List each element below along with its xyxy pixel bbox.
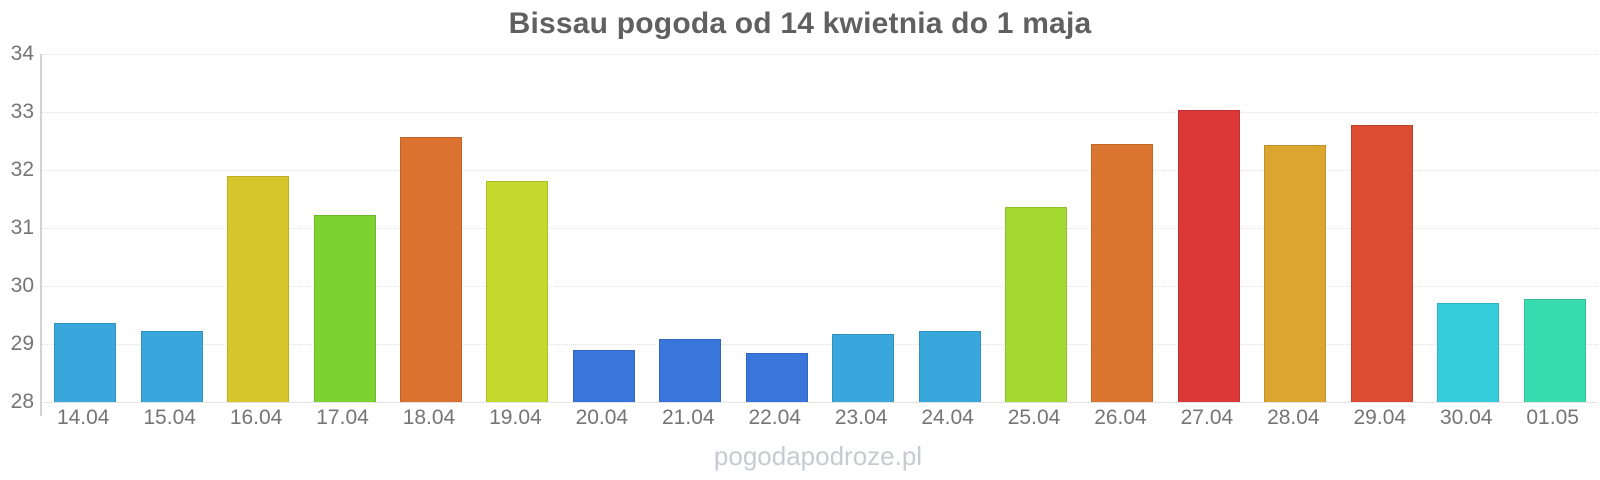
bar-27.04[interactable] [1177,109,1240,402]
bar-cell-23.04 [820,54,906,402]
bar-cell-26.04 [1079,54,1165,402]
plot-area [40,54,1598,416]
x-tick-label-17.04: 17.04 [316,406,369,429]
x-tick-label-29.04: 29.04 [1353,406,1407,429]
bar-cell-20.04 [561,54,647,402]
x-axis-labels: 14.04 15.04 16.04 17.04 18.04 19.04 20.04 21.04… [40,406,1596,430]
x-tick-label-15.04: 15.04 [143,406,196,429]
bar-cell-18.04 [388,54,474,402]
x-tick-label-23.04: 23.04 [834,406,888,429]
bar-cell-16.04 [215,54,301,402]
y-tick-label-32: 32 [10,158,34,181]
bars-container [42,54,1598,402]
bar-29.04[interactable] [1350,125,1413,402]
bar-22.04[interactable] [745,353,808,402]
bar-17.04[interactable] [313,215,376,402]
bar-01.05[interactable] [1523,298,1586,402]
x-tick-label-14.04: 14.04 [56,406,110,429]
gridline-32 [42,170,1598,171]
bar-21.04[interactable] [659,339,722,402]
x-tick-label-01.05: 01.05 [1526,406,1579,429]
bar-cell-30.04 [1425,54,1511,402]
bar-30.04[interactable] [1437,303,1500,402]
bar-cell-14.04 [42,54,128,402]
y-tick-label-30: 30 [10,274,34,297]
x-tick-label-24.04: 24.04 [921,406,974,429]
x-tick-label-21.04: 21.04 [662,406,715,429]
bar-cell-28.04 [1252,54,1338,402]
bar-cell-15.04 [128,54,214,402]
watermark: pogodapodroze.pl [713,441,923,471]
gridline-34 [42,54,1598,55]
bar-cell-19.04 [474,54,560,402]
gridline-30 [42,286,1598,287]
x-tick-label-27.04: 27.04 [1180,406,1234,429]
x-tick-label-18.04: 18.04 [402,406,456,429]
x-tick-label-26.04: 26.04 [1094,406,1147,429]
bar-25.04[interactable] [1005,207,1068,402]
bar-cell-24.04 [906,54,992,402]
y-axis-tick [40,402,42,416]
gridline-29 [42,344,1598,345]
bar-18.04[interactable] [399,136,462,402]
x-tick-label-30.04: 30.04 [1439,406,1493,429]
bar-23.04[interactable] [832,333,895,402]
bar-19.04[interactable] [486,181,549,402]
bar-24.04[interactable] [918,330,981,402]
bar-20.04[interactable] [572,349,635,402]
bar-15.04[interactable] [140,331,203,402]
bar-cell-25.04 [993,54,1079,402]
x-tick-label-22.04: 22.04 [748,406,801,429]
gridline-33 [42,112,1598,113]
y-tick-label-29: 29 [10,332,34,355]
y-tick-label-31: 31 [10,216,34,239]
x-tick-label-28.04: 28.04 [1267,406,1320,429]
bar-cell-21.04 [647,54,733,402]
bar-14.04[interactable] [54,322,117,402]
x-tick-label-20.04: 20.04 [575,406,629,429]
y-tick-label-33: 33 [10,100,34,123]
x-tick-label-16.04: 16.04 [229,406,283,429]
chart-title: Bissau pogoda od 14 kwietnia do 1 maja [508,7,1092,40]
bar-28.04[interactable] [1264,145,1327,402]
x-tick-label-25.04: 25.04 [1007,406,1061,429]
y-tick-label-28: 28 [10,390,34,413]
bar-cell-22.04 [734,54,820,402]
x-tick-label-19.04: 19.04 [489,406,542,429]
bar-cell-01.05 [1511,54,1597,402]
y-tick-label-34: 34 [10,42,34,65]
gridline-31 [42,228,1598,229]
bar-cell-29.04 [1339,54,1425,402]
bar-cell-27.04 [1166,54,1252,402]
bar-16.04[interactable] [227,176,290,402]
bar-cell-17.04 [301,54,387,402]
bar-26.04[interactable] [1091,143,1154,402]
